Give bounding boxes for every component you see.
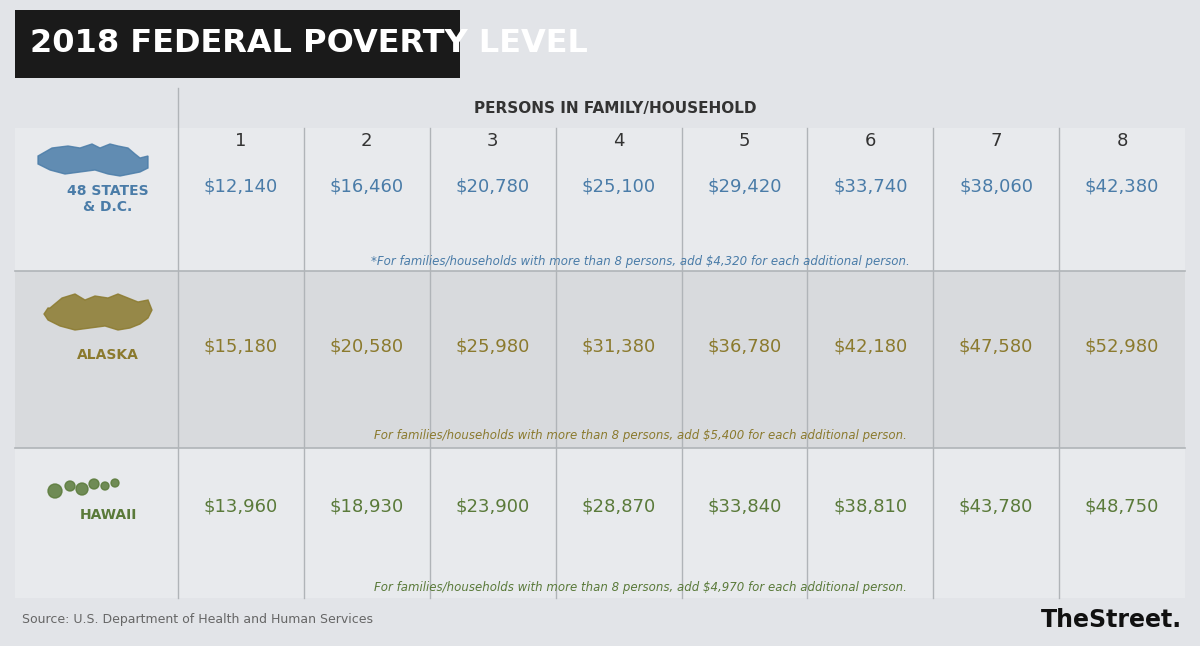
Text: $38,060: $38,060: [959, 177, 1033, 195]
Circle shape: [89, 479, 98, 489]
Text: $33,840: $33,840: [707, 497, 781, 515]
Circle shape: [76, 483, 88, 495]
Text: 48 STATES
& D.C.: 48 STATES & D.C.: [67, 184, 149, 214]
FancyBboxPatch shape: [14, 88, 1186, 598]
Text: $38,810: $38,810: [833, 497, 907, 515]
Polygon shape: [38, 144, 148, 176]
Text: $13,960: $13,960: [204, 497, 278, 515]
Text: 2018 FEDERAL POVERTY LEVEL: 2018 FEDERAL POVERTY LEVEL: [30, 28, 588, 59]
Text: 5: 5: [739, 132, 750, 150]
Text: $16,460: $16,460: [330, 177, 404, 195]
Text: HAWAII: HAWAII: [79, 508, 137, 522]
Text: $33,740: $33,740: [833, 177, 907, 195]
Circle shape: [112, 479, 119, 487]
Text: $20,580: $20,580: [330, 337, 404, 355]
Text: $29,420: $29,420: [707, 177, 781, 195]
Text: 4: 4: [613, 132, 624, 150]
Text: $25,100: $25,100: [582, 177, 655, 195]
Circle shape: [101, 482, 109, 490]
Text: PERSONS IN FAMILY/HOUSEHOLD: PERSONS IN FAMILY/HOUSEHOLD: [474, 101, 756, 116]
Text: $31,380: $31,380: [582, 337, 655, 355]
Text: $25,980: $25,980: [456, 337, 530, 355]
Text: TheStreet.: TheStreet.: [1040, 608, 1182, 632]
Text: *For families/households with more than 8 persons, add $4,320 for each additiona: *For families/households with more than …: [371, 255, 910, 267]
Text: 8: 8: [1116, 132, 1128, 150]
FancyBboxPatch shape: [14, 448, 1186, 598]
Text: $36,780: $36,780: [707, 337, 781, 355]
Text: $20,780: $20,780: [456, 177, 529, 195]
Text: 1: 1: [235, 132, 247, 150]
Text: 2: 2: [361, 132, 372, 150]
Text: Source: U.S. Department of Health and Human Services: Source: U.S. Department of Health and Hu…: [22, 614, 373, 627]
Text: $42,380: $42,380: [1085, 177, 1159, 195]
Text: $15,180: $15,180: [204, 337, 278, 355]
Text: For families/households with more than 8 persons, add $5,400 for each additional: For families/households with more than 8…: [373, 430, 906, 443]
Text: For families/households with more than 8 persons, add $4,970 for each additional: For families/households with more than 8…: [373, 581, 906, 594]
Polygon shape: [44, 294, 152, 330]
Text: $48,750: $48,750: [1085, 497, 1159, 515]
Text: $47,580: $47,580: [959, 337, 1033, 355]
Text: $52,980: $52,980: [1085, 337, 1159, 355]
Text: $28,870: $28,870: [582, 497, 655, 515]
Circle shape: [65, 481, 74, 491]
Text: $42,180: $42,180: [833, 337, 907, 355]
Text: 7: 7: [990, 132, 1002, 150]
Text: ALASKA: ALASKA: [77, 348, 139, 362]
FancyBboxPatch shape: [14, 271, 1186, 448]
FancyBboxPatch shape: [14, 88, 1186, 128]
Circle shape: [48, 484, 62, 498]
FancyBboxPatch shape: [14, 10, 460, 78]
Text: $23,900: $23,900: [456, 497, 530, 515]
Text: $43,780: $43,780: [959, 497, 1033, 515]
Text: $12,140: $12,140: [204, 177, 278, 195]
FancyBboxPatch shape: [14, 88, 1186, 271]
Text: $18,930: $18,930: [330, 497, 404, 515]
Text: 3: 3: [487, 132, 498, 150]
Text: 6: 6: [865, 132, 876, 150]
